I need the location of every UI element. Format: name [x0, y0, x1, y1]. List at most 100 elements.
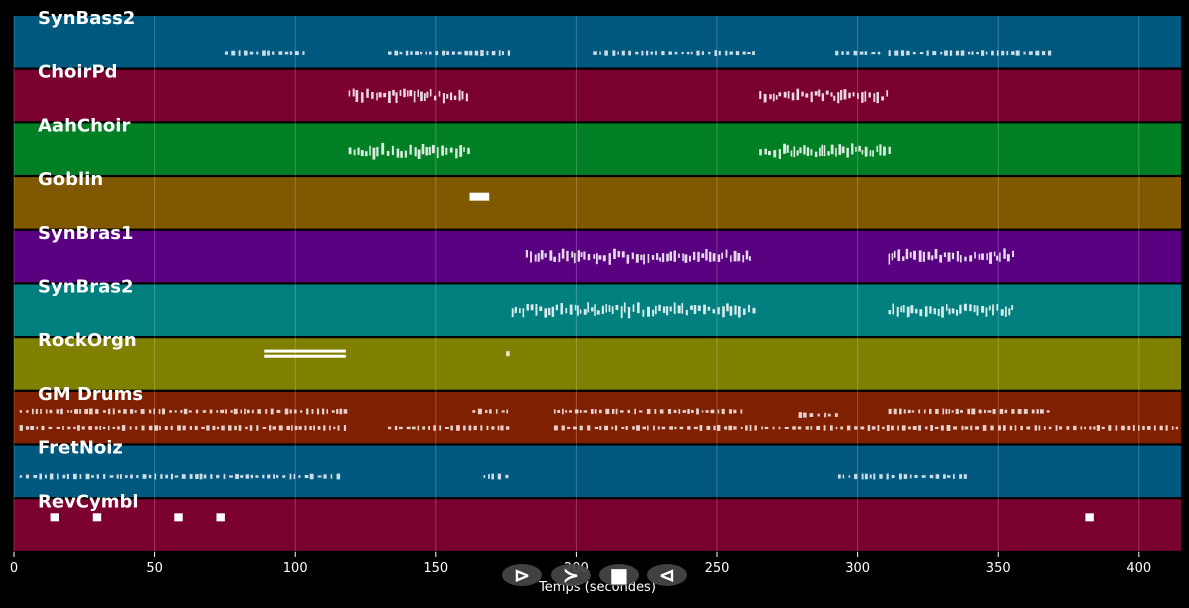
- note-synbras2-0-25: [608, 305, 611, 312]
- note-fretnoiz-2-20: [952, 474, 955, 479]
- note-gm-drums-1-58: [337, 425, 340, 431]
- note-gm-drums-4-33: [729, 409, 732, 414]
- note-gm-drums-1-5: [48, 426, 53, 430]
- play-button[interactable]: ⊳: [502, 563, 542, 587]
- note-synbass2-2-15: [681, 52, 684, 55]
- note-group-synbass2-1: [388, 50, 511, 57]
- note-synbras2-0-56: [737, 306, 741, 318]
- note-gm-drums-1-15: [102, 426, 106, 430]
- note-choirpd-1-8: [791, 92, 795, 101]
- note-gm-drums-5-4: [579, 425, 583, 431]
- note-aahchoir-1-34: [888, 146, 891, 154]
- note-choirpd-1-24: [857, 92, 859, 99]
- note-gm-drums-0-14: [89, 408, 93, 415]
- note-synbras1-0-10: [566, 250, 569, 262]
- note-gm-drums-8-52: [1048, 426, 1052, 430]
- note-gm-drums-8-38: [964, 426, 969, 430]
- note-aahchoir-0-13: [404, 150, 407, 158]
- note-gm-drums-8-72: [1159, 425, 1163, 431]
- note-synbras2-1-16: [951, 308, 955, 314]
- note-aahchoir-0-1: [353, 149, 356, 156]
- note-synbras2-1-9: [924, 306, 928, 317]
- note-gm-drums-1-7: [62, 425, 64, 430]
- note-synbras1-2-30: [1006, 254, 1010, 262]
- note-fretnoiz-0-41: [255, 475, 259, 478]
- note-gm-drums-0-7: [56, 409, 60, 414]
- note-synbras1-1-17: [661, 253, 665, 263]
- note-aahchoir-1-10: [799, 147, 802, 154]
- note-synbras1-1-9: [631, 252, 634, 260]
- note-gm-drums-8-2: [754, 425, 757, 431]
- note-synbras1-2-12: [934, 248, 938, 259]
- note-aahchoir-1-19: [830, 144, 834, 155]
- note-synbras2-1-10: [929, 306, 932, 314]
- note-synbass2-1-20: [498, 50, 501, 56]
- note-gm-drums-5-13: [632, 426, 635, 430]
- note-choirpd-0-12: [399, 89, 402, 97]
- note-fretnoiz-2-0: [837, 474, 841, 479]
- note-fretnoiz-0-7: [62, 474, 66, 479]
- note-gm-drums-0-60: [339, 408, 343, 415]
- note-gm-drums-4-15: [627, 409, 630, 414]
- note-aahchoir-1-6: [786, 145, 789, 153]
- note-gm-drums-1-14: [99, 425, 102, 430]
- track-label-rockorgn: RockOrgn: [38, 330, 137, 351]
- note-gm-drums-3-14: [468, 425, 472, 431]
- note-gm-drums-8-61: [1096, 425, 1101, 431]
- note-synbass2-3-2: [846, 51, 850, 55]
- note-gm-drums-4-28: [701, 410, 704, 413]
- note-group-rockorgn-1: [264, 354, 346, 358]
- note-synbras1-1-32: [721, 252, 723, 259]
- note-gm-drums-8-66: [1127, 425, 1131, 431]
- note-gm-drums-0-28: [169, 410, 172, 413]
- note-gm-drums-8-1: [749, 425, 752, 431]
- note-gm-drums-8-8: [792, 426, 796, 430]
- note-choirpd-1-3: [772, 93, 775, 102]
- note-synbras2-0-36: [654, 305, 657, 315]
- note-synbras2-0-21: [594, 304, 596, 316]
- note-gm-drums-7-5: [911, 410, 915, 413]
- note-synbass2-4-16: [981, 50, 985, 56]
- note-gm-drums-1-21: [135, 426, 138, 430]
- track-band-goblin: [14, 177, 1181, 229]
- note-gm-drums-1-3: [36, 426, 39, 430]
- note-synbass2-2-19: [701, 51, 704, 56]
- note-gm-drums-1-38: [234, 425, 237, 431]
- note-gm-drums-1-36: [221, 425, 225, 431]
- note-fretnoiz-0-55: [336, 473, 341, 480]
- note-gm-drums-7-16: [967, 408, 971, 415]
- note-gm-drums-3-16: [480, 425, 483, 431]
- note-choirpd-0-17: [417, 89, 420, 97]
- note-gm-drums-7-14: [955, 408, 959, 415]
- note-aahchoir-1-2: [768, 150, 771, 156]
- back-button[interactable]: ⊲: [647, 563, 687, 587]
- note-gm-drums-8-6: [778, 426, 781, 430]
- grid-layer: [13, 16, 1140, 552]
- note-fretnoiz-2-17: [935, 474, 940, 479]
- note-choirpd-0-26: [449, 92, 453, 101]
- note-gm-drums-8-55: [1066, 426, 1070, 430]
- stop-button[interactable]: ■: [599, 563, 639, 587]
- note-gm-drums-8-56: [1073, 425, 1077, 431]
- note-choirpd-0-15: [409, 89, 413, 97]
- note-gm-drums-8-22: [877, 424, 880, 431]
- note-gm-drums-0-22: [134, 410, 137, 413]
- note-synbras2-0-34: [647, 306, 651, 317]
- note-gm-drums-8-47: [1020, 425, 1023, 431]
- note-choirpd-0-28: [458, 89, 461, 101]
- note-gm-drums-3-8: [433, 425, 436, 431]
- note-synbass2-2-22: [718, 50, 721, 56]
- note-gm-drums-8-32: [930, 425, 934, 431]
- note-gm-drums-0-37: [220, 409, 225, 414]
- note-synbras2-1-29: [1005, 306, 1007, 317]
- note-synbras2-0-10: [551, 306, 555, 317]
- note-gm-drums-0-38: [225, 409, 227, 414]
- note-synbras1-2-0: [888, 253, 891, 265]
- forward-button[interactable]: ≻: [551, 563, 591, 587]
- note-synbras2-1-7: [914, 308, 918, 314]
- note-gm-drums-3-18: [491, 426, 495, 430]
- note-synbras1-1-27: [701, 253, 705, 258]
- note-aahchoir-1-12: [806, 147, 810, 157]
